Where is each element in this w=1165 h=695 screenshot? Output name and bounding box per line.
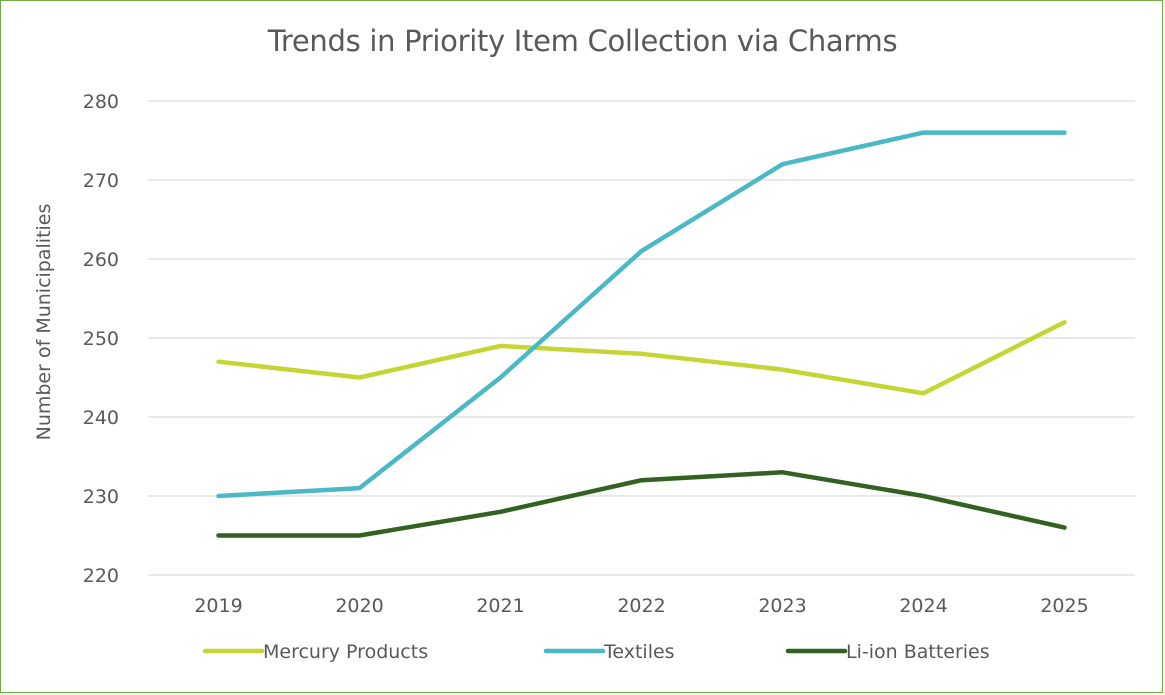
- y-tick-label: 250: [83, 328, 119, 350]
- y-tick-label: 230: [83, 486, 119, 508]
- x-tick-label: 2023: [758, 595, 806, 617]
- series-lines: [216, 130, 1067, 538]
- x-tick-label: 2021: [476, 595, 524, 617]
- legend-label: Li-ion Batteries: [846, 641, 990, 663]
- y-tick-label: 240: [83, 407, 119, 429]
- series-line-li-ion-batteries: [216, 470, 1067, 538]
- y-tick-labels: 220 230 240 250 260 270 280: [83, 91, 119, 587]
- chart-title: Trends in Priority Item Collection via C…: [267, 24, 898, 58]
- series-line-textiles: [216, 130, 1067, 499]
- legend-label: Mercury Products: [263, 641, 428, 663]
- legend-item: Textiles: [543, 641, 675, 663]
- x-tick-labels: 2019 2020 2021 2022 2023 2024 2025: [194, 595, 1088, 617]
- x-tick-label: 2022: [617, 595, 665, 617]
- legend-label: Textiles: [603, 641, 675, 663]
- gridlines: [148, 100, 1135, 576]
- x-tick-label: 2024: [899, 595, 947, 617]
- x-tick-label: 2020: [335, 595, 383, 617]
- y-tick-label: 280: [83, 91, 119, 113]
- legend-item: Li-ion Batteries: [785, 641, 990, 663]
- x-tick-label: 2025: [1040, 595, 1088, 617]
- x-tick-label: 2019: [194, 595, 242, 617]
- y-tick-label: 270: [83, 170, 119, 192]
- y-tick-label: 260: [83, 249, 119, 271]
- series-line-mercury-products: [216, 319, 1067, 396]
- legend-item: Mercury Products: [202, 641, 428, 663]
- y-tick-label: 220: [83, 565, 119, 587]
- legend: Mercury Products Textiles Li-ion Batteries: [202, 641, 990, 663]
